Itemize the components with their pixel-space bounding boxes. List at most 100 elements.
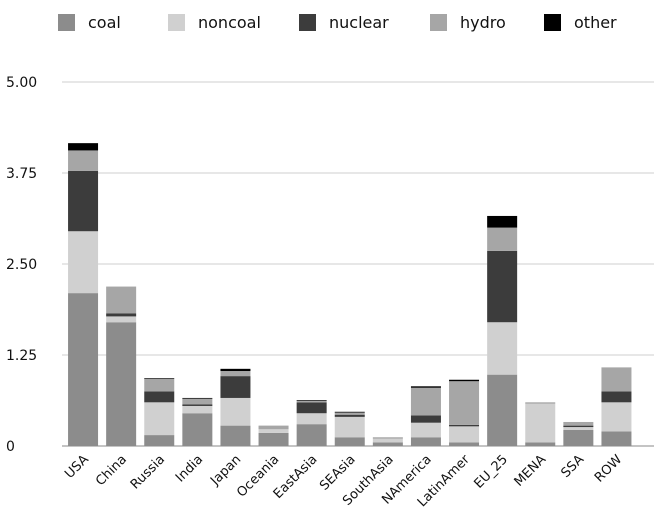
bar-segment-noncoal — [296, 413, 327, 425]
bar-segment-hydro — [68, 150, 99, 171]
bar-segment-noncoal — [68, 231, 99, 294]
bar-segment-noncoal — [182, 405, 213, 414]
bar-segment-coal — [144, 435, 175, 446]
bar-segment-other — [68, 143, 99, 151]
bar-segment-hydro — [258, 425, 289, 430]
bar-segment-nuclear — [334, 414, 365, 417]
x-tick-label: EU_25 — [472, 452, 511, 491]
legend-swatch — [168, 14, 185, 31]
bar-segment-hydro — [601, 367, 632, 392]
bar-segment-noncoal — [449, 426, 480, 443]
bar-segment-other — [182, 397, 213, 399]
bar-segment-nuclear — [220, 376, 251, 398]
bar-stack-russia — [144, 378, 175, 446]
bar-segment-other — [296, 400, 327, 401]
bar-segment-coal — [410, 437, 441, 446]
bar-segment-noncoal — [334, 416, 365, 438]
bar-segment-nuclear — [182, 404, 213, 406]
x-tick-label: China — [93, 452, 130, 489]
y-axis: 0 1.25 2.50 3.75 5.00 — [6, 75, 37, 455]
bar-segment-hydro — [372, 437, 403, 439]
bar-stack-eastasia — [296, 400, 327, 446]
y-tick-label: 0 — [6, 439, 15, 455]
bar-segment-other — [220, 368, 251, 372]
bar-segment-coal — [601, 431, 632, 446]
bar-segment-noncoal — [601, 402, 632, 432]
bar-stack-usa — [68, 143, 99, 446]
legend-label: coal — [88, 13, 121, 32]
x-tick-label: ROW — [592, 452, 625, 485]
bar-segment-noncoal — [410, 422, 441, 438]
bar-segment-noncoal — [144, 402, 175, 436]
bar-segment-nuclear — [106, 313, 137, 317]
bar-segment-coal — [525, 442, 556, 446]
bar-segment-nuclear — [487, 250, 518, 323]
bar-segment-coal — [449, 442, 480, 446]
legend-label: nuclear — [329, 13, 389, 32]
bar-segment-noncoal — [220, 397, 251, 426]
bar-stack-southasia — [372, 437, 403, 446]
bar-segment-hydro — [334, 412, 365, 415]
bar-segment-coal — [296, 424, 327, 446]
bars — [68, 143, 632, 446]
bar-stack-latinamer — [449, 379, 480, 446]
bar-stack-india — [182, 397, 213, 446]
bar-segment-nuclear — [410, 415, 441, 423]
bar-segment-hydro — [296, 400, 327, 403]
bar-stack-ssa — [563, 421, 594, 446]
bar-segment-hydro — [487, 227, 518, 251]
y-tick-label: 5.00 — [6, 75, 37, 91]
legend-item-hydro: hydro — [430, 13, 506, 32]
legend-item-coal: coal — [58, 13, 121, 32]
legend-label: noncoal — [198, 13, 261, 32]
bar-segment-nuclear — [296, 402, 327, 414]
y-tick-label: 2.50 — [6, 257, 37, 273]
legend-swatch — [544, 14, 561, 31]
legend-label: hydro — [460, 13, 506, 32]
legend-item-noncoal: noncoal — [168, 13, 261, 32]
bar-stack-oceania — [258, 425, 289, 446]
bar-segment-coal — [334, 437, 365, 446]
y-tick-label: 1.25 — [6, 348, 37, 364]
bar-stack-namerica — [410, 386, 441, 446]
bar-segment-coal — [487, 374, 518, 446]
bar-segment-noncoal — [106, 316, 137, 323]
bar-segment-hydro — [525, 402, 556, 404]
x-tick-label: Japan — [207, 452, 244, 489]
bar-segment-coal — [220, 425, 251, 446]
legend-swatch — [430, 14, 447, 31]
x-tick-label: MENA — [512, 452, 550, 490]
chart-legend: coal noncoal nuclear hydro other — [58, 13, 617, 32]
bar-segment-nuclear — [68, 170, 99, 232]
gridlines — [62, 81, 654, 447]
legend-item-other: other — [544, 13, 617, 32]
bar-segment-other — [487, 215, 518, 228]
bar-segment-coal — [372, 442, 403, 446]
legend-item-nuclear: nuclear — [299, 13, 389, 32]
bar-segment-noncoal — [525, 403, 556, 443]
legend-label: other — [574, 13, 617, 32]
bar-segment-hydro — [410, 387, 441, 416]
bar-segment-noncoal — [258, 429, 289, 433]
bar-segment-hydro — [144, 379, 175, 392]
x-tick-label: Russia — [128, 452, 168, 492]
bar-segment-coal — [563, 429, 594, 446]
bar-segment-noncoal — [563, 427, 594, 430]
bar-segment-nuclear — [601, 391, 632, 403]
bar-stack-japan — [220, 368, 251, 446]
x-tick-label: India — [173, 452, 206, 485]
bar-segment-nuclear — [449, 424, 480, 427]
bar-segment-noncoal — [372, 438, 403, 443]
bar-segment-other — [144, 378, 175, 380]
bar-segment-other — [410, 386, 441, 388]
bar-segment-hydro — [182, 398, 213, 405]
bar-segment-coal — [106, 322, 137, 446]
legend-swatch — [299, 14, 316, 31]
x-tick-label: SSA — [558, 452, 587, 481]
bar-segment-coal — [182, 413, 213, 446]
bar-stack-china — [106, 286, 137, 446]
x-tick-label: USA — [62, 452, 92, 482]
bar-stack-mena — [525, 402, 556, 446]
